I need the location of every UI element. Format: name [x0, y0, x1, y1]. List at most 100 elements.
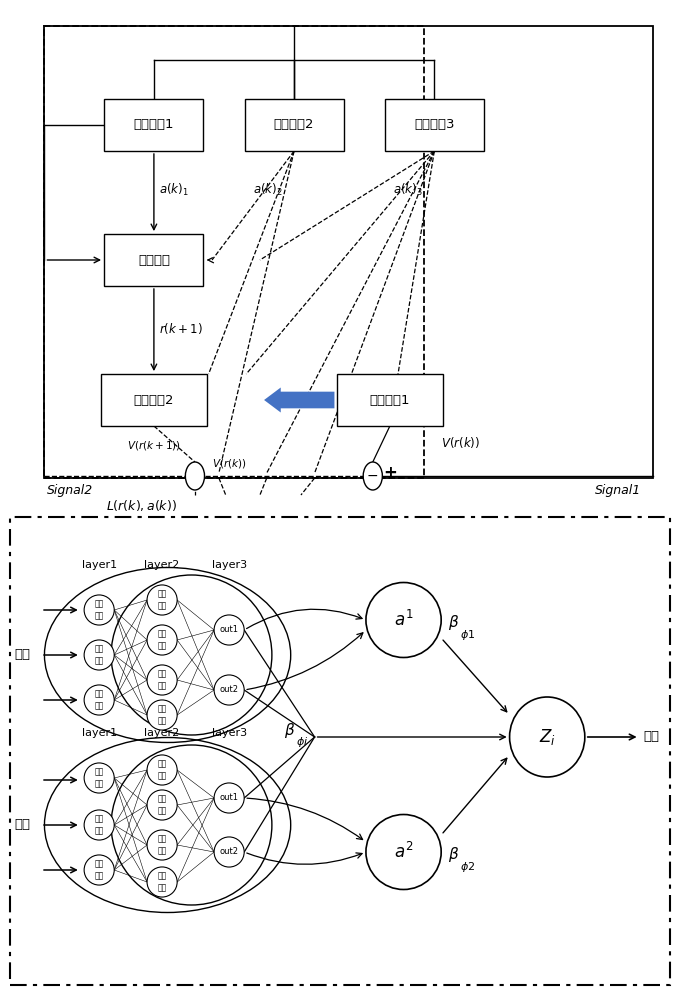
Text: Signal1: Signal1: [595, 484, 642, 497]
Text: out1: out1: [220, 626, 239, 635]
Text: $\phi 2$: $\phi 2$: [460, 860, 475, 874]
Text: $\beta$: $\beta$: [448, 844, 459, 863]
Text: 网络: 网络: [157, 772, 167, 781]
Ellipse shape: [84, 595, 114, 625]
Ellipse shape: [366, 814, 441, 890]
Text: out1: out1: [220, 794, 239, 802]
Text: 网络: 网络: [94, 872, 104, 881]
Text: $\phi i$: $\phi i$: [296, 735, 308, 749]
Text: 同构: 同构: [94, 599, 104, 608]
Text: 评价网络1: 评价网络1: [369, 393, 410, 406]
Text: 异构: 异构: [157, 834, 167, 843]
Text: 网络: 网络: [94, 612, 104, 621]
Ellipse shape: [84, 810, 114, 840]
Text: $V(r(k))$: $V(r(k))$: [441, 434, 480, 450]
FancyBboxPatch shape: [101, 374, 207, 426]
Text: 网络: 网络: [157, 602, 167, 611]
Text: $\beta$: $\beta$: [284, 720, 295, 740]
Ellipse shape: [147, 830, 177, 860]
Text: 异构: 异构: [157, 871, 167, 880]
Text: 输入: 输入: [14, 818, 30, 832]
Text: 网络: 网络: [94, 702, 104, 711]
Bar: [44, 26, 653, 478]
FancyBboxPatch shape: [105, 99, 203, 151]
Text: 网络: 网络: [94, 657, 104, 666]
Text: 异构: 异构: [157, 794, 167, 803]
Text: $a^1$: $a^1$: [394, 610, 413, 630]
Text: out2: out2: [220, 848, 239, 856]
Text: 网络: 网络: [157, 884, 167, 893]
Ellipse shape: [510, 697, 585, 777]
Text: $a(k)_3$: $a(k)_3$: [393, 182, 423, 198]
Text: 同构: 同构: [94, 689, 104, 698]
FancyBboxPatch shape: [337, 374, 443, 426]
Ellipse shape: [147, 867, 177, 897]
Text: layer2: layer2: [144, 728, 180, 738]
Text: $V(r(k+1))$: $V(r(k+1))$: [127, 438, 181, 452]
Text: 网络: 网络: [157, 642, 167, 651]
Text: Signal2: Signal2: [47, 484, 93, 497]
Ellipse shape: [147, 585, 177, 615]
Text: 同构: 同构: [94, 814, 104, 823]
Ellipse shape: [147, 755, 177, 785]
Circle shape: [185, 462, 205, 490]
Ellipse shape: [147, 790, 177, 820]
Text: 执行网络2: 执行网络2: [274, 118, 315, 131]
Ellipse shape: [214, 675, 244, 705]
Text: $\beta$: $\beta$: [448, 612, 459, 632]
FancyArrowPatch shape: [264, 387, 334, 412]
Text: −: −: [367, 469, 378, 483]
Text: 模型网络: 模型网络: [138, 253, 170, 266]
Ellipse shape: [84, 763, 114, 793]
Ellipse shape: [84, 855, 114, 885]
Text: 异构: 异构: [157, 759, 167, 768]
Ellipse shape: [147, 665, 177, 695]
Ellipse shape: [214, 615, 244, 645]
Text: +: +: [384, 464, 397, 482]
Circle shape: [363, 462, 382, 490]
Text: 同构: 同构: [94, 767, 104, 776]
Ellipse shape: [147, 700, 177, 730]
Text: $a^2$: $a^2$: [394, 842, 413, 862]
Text: 网络: 网络: [157, 682, 167, 691]
Text: $L(r(k),a(k))$: $L(r(k),a(k))$: [106, 498, 177, 513]
Ellipse shape: [214, 783, 244, 813]
Text: 异构: 异构: [157, 589, 167, 598]
Text: 网络: 网络: [157, 717, 167, 726]
Text: layer3: layer3: [211, 728, 247, 738]
Text: 执行网络1: 执行网络1: [133, 118, 174, 131]
Text: $Z_i$: $Z_i$: [539, 727, 555, 747]
Text: $a(k)_2$: $a(k)_2$: [253, 182, 282, 198]
Ellipse shape: [84, 640, 114, 670]
Ellipse shape: [84, 685, 114, 715]
Text: layer2: layer2: [144, 560, 180, 570]
Text: layer3: layer3: [211, 560, 247, 570]
Text: 异构: 异构: [157, 669, 167, 678]
Text: $a(k)_1$: $a(k)_1$: [159, 182, 189, 198]
Text: out2: out2: [220, 686, 239, 694]
Text: 网络: 网络: [157, 807, 167, 816]
Text: 执行网络3: 执行网络3: [414, 118, 455, 131]
Text: 同构: 同构: [94, 644, 104, 653]
Text: layer1: layer1: [81, 560, 117, 570]
Ellipse shape: [366, 582, 441, 658]
Text: 网络: 网络: [157, 847, 167, 856]
Text: 输入: 输入: [14, 648, 30, 662]
Ellipse shape: [147, 625, 177, 655]
Text: 网络: 网络: [94, 827, 104, 836]
Text: $\phi 1$: $\phi 1$: [460, 628, 475, 642]
Text: 评价网络2: 评价网络2: [133, 393, 174, 406]
FancyBboxPatch shape: [384, 99, 484, 151]
Ellipse shape: [214, 837, 244, 867]
Text: 同构: 同构: [94, 859, 104, 868]
Text: layer1: layer1: [81, 728, 117, 738]
Text: $V(r(k))$: $V(r(k))$: [212, 458, 247, 471]
Bar: [10, 517, 670, 985]
Text: 网络: 网络: [94, 780, 104, 789]
FancyBboxPatch shape: [105, 234, 203, 286]
FancyBboxPatch shape: [245, 99, 343, 151]
Text: 异构: 异构: [157, 629, 167, 638]
Bar: [44, 26, 424, 478]
Text: 异构: 异构: [157, 704, 167, 713]
Text: 输出: 输出: [643, 730, 659, 744]
